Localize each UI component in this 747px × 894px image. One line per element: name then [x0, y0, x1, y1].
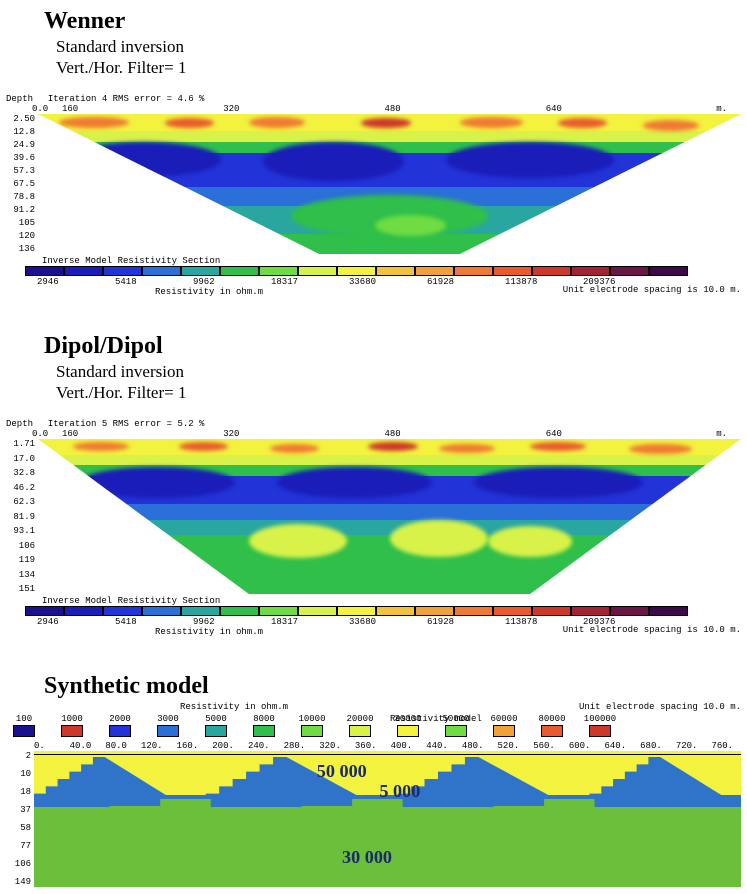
- iteration-meta: Iteration 4 RMS error = 4.6 %: [48, 94, 205, 104]
- panel-title: Dipol/Dipol: [44, 333, 747, 360]
- x-axis-ticks: 0.0 160 320 480 640 m.: [32, 104, 727, 114]
- legend-caption: Inverse Model Resistivity Section: [42, 596, 747, 606]
- depth-label: Depth: [6, 94, 33, 104]
- x-axis-ticks: 0.40.080.0120.160.200.240.280.320.360.40…: [34, 741, 747, 751]
- synthetic-section: 50 000 5 000 30 000: [34, 751, 741, 887]
- panel-sub2: Vert./Hor. Filter= 1: [56, 58, 747, 78]
- legend-caption: Inverse Model Resistivity Section: [42, 256, 747, 266]
- x-axis-ticks: 0.0 160 320 480 640 m.: [32, 429, 727, 439]
- wenner-section: [38, 114, 741, 254]
- panel-sub2: Vert./Hor. Filter= 1: [56, 383, 747, 403]
- spacing-note: Unit electrode spacing 10.0 m.: [579, 702, 741, 712]
- iteration-meta: Iteration 5 RMS error = 5.2 %: [48, 419, 205, 429]
- panel-sub1: Standard inversion: [56, 37, 747, 57]
- panel-synthetic: Synthetic model Resistivity in ohm.m Uni…: [0, 673, 747, 893]
- spacing-note: Unit electrode spacing is 10.0 m.: [563, 285, 741, 295]
- panel-title: Synthetic model: [44, 673, 747, 700]
- svg-text:5 000: 5 000: [379, 781, 420, 801]
- panel-title: Wenner: [44, 8, 747, 35]
- dipol-section: [38, 439, 741, 594]
- spacing-note: Unit electrode spacing is 10.0 m.: [563, 625, 741, 635]
- svg-text:50 000: 50 000: [317, 761, 367, 781]
- depth-axis: 2 10 18 37 58 77 106 149: [6, 751, 34, 887]
- panel-dipol: Dipol/Dipol Standard inversion Vert./Hor…: [0, 333, 747, 637]
- panel-wenner: Wenner Standard inversion Vert./Hor. Fil…: [0, 8, 747, 297]
- depth-label: Depth: [6, 419, 33, 429]
- panel-sub1: Standard inversion: [56, 362, 747, 382]
- depth-axis: 1.71 17.0 32.8 46.2 62.3 81.9 93.1 106 1…: [6, 439, 38, 594]
- synthetic-legend: 1001000200030005000800010000200003000050…: [0, 714, 747, 737]
- depth-axis: 2.50 12.8 24.9 39.6 57.3 67.5 78.8 91.2 …: [6, 114, 38, 254]
- svg-text:30 000: 30 000: [342, 847, 392, 867]
